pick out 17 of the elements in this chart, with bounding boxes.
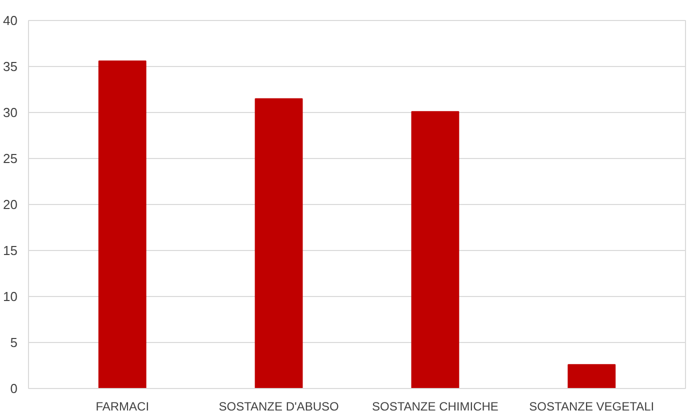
y-tick-label: 40 <box>3 13 18 28</box>
x-tick-label: SOSTANZE D'ABUSO <box>218 400 339 414</box>
y-tick-label: 30 <box>3 105 18 120</box>
y-tick-label: 10 <box>3 289 18 304</box>
bar <box>568 364 616 388</box>
bar <box>98 60 146 388</box>
bar <box>411 111 460 388</box>
y-tick-label: 5 <box>10 335 18 350</box>
y-tick-label: 35 <box>3 59 18 74</box>
x-tick-label: FARMACI <box>96 400 150 414</box>
y-tick-label: 25 <box>3 151 18 166</box>
y-tick-label: 0 <box>10 381 18 396</box>
y-tick-label: 15 <box>3 243 18 258</box>
bar <box>254 98 303 388</box>
y-tick-label: 20 <box>3 197 18 212</box>
x-tick-label: SOSTANZE VEGETALI <box>529 400 654 414</box>
x-tick-label: SOSTANZE CHIMICHE <box>372 400 498 414</box>
